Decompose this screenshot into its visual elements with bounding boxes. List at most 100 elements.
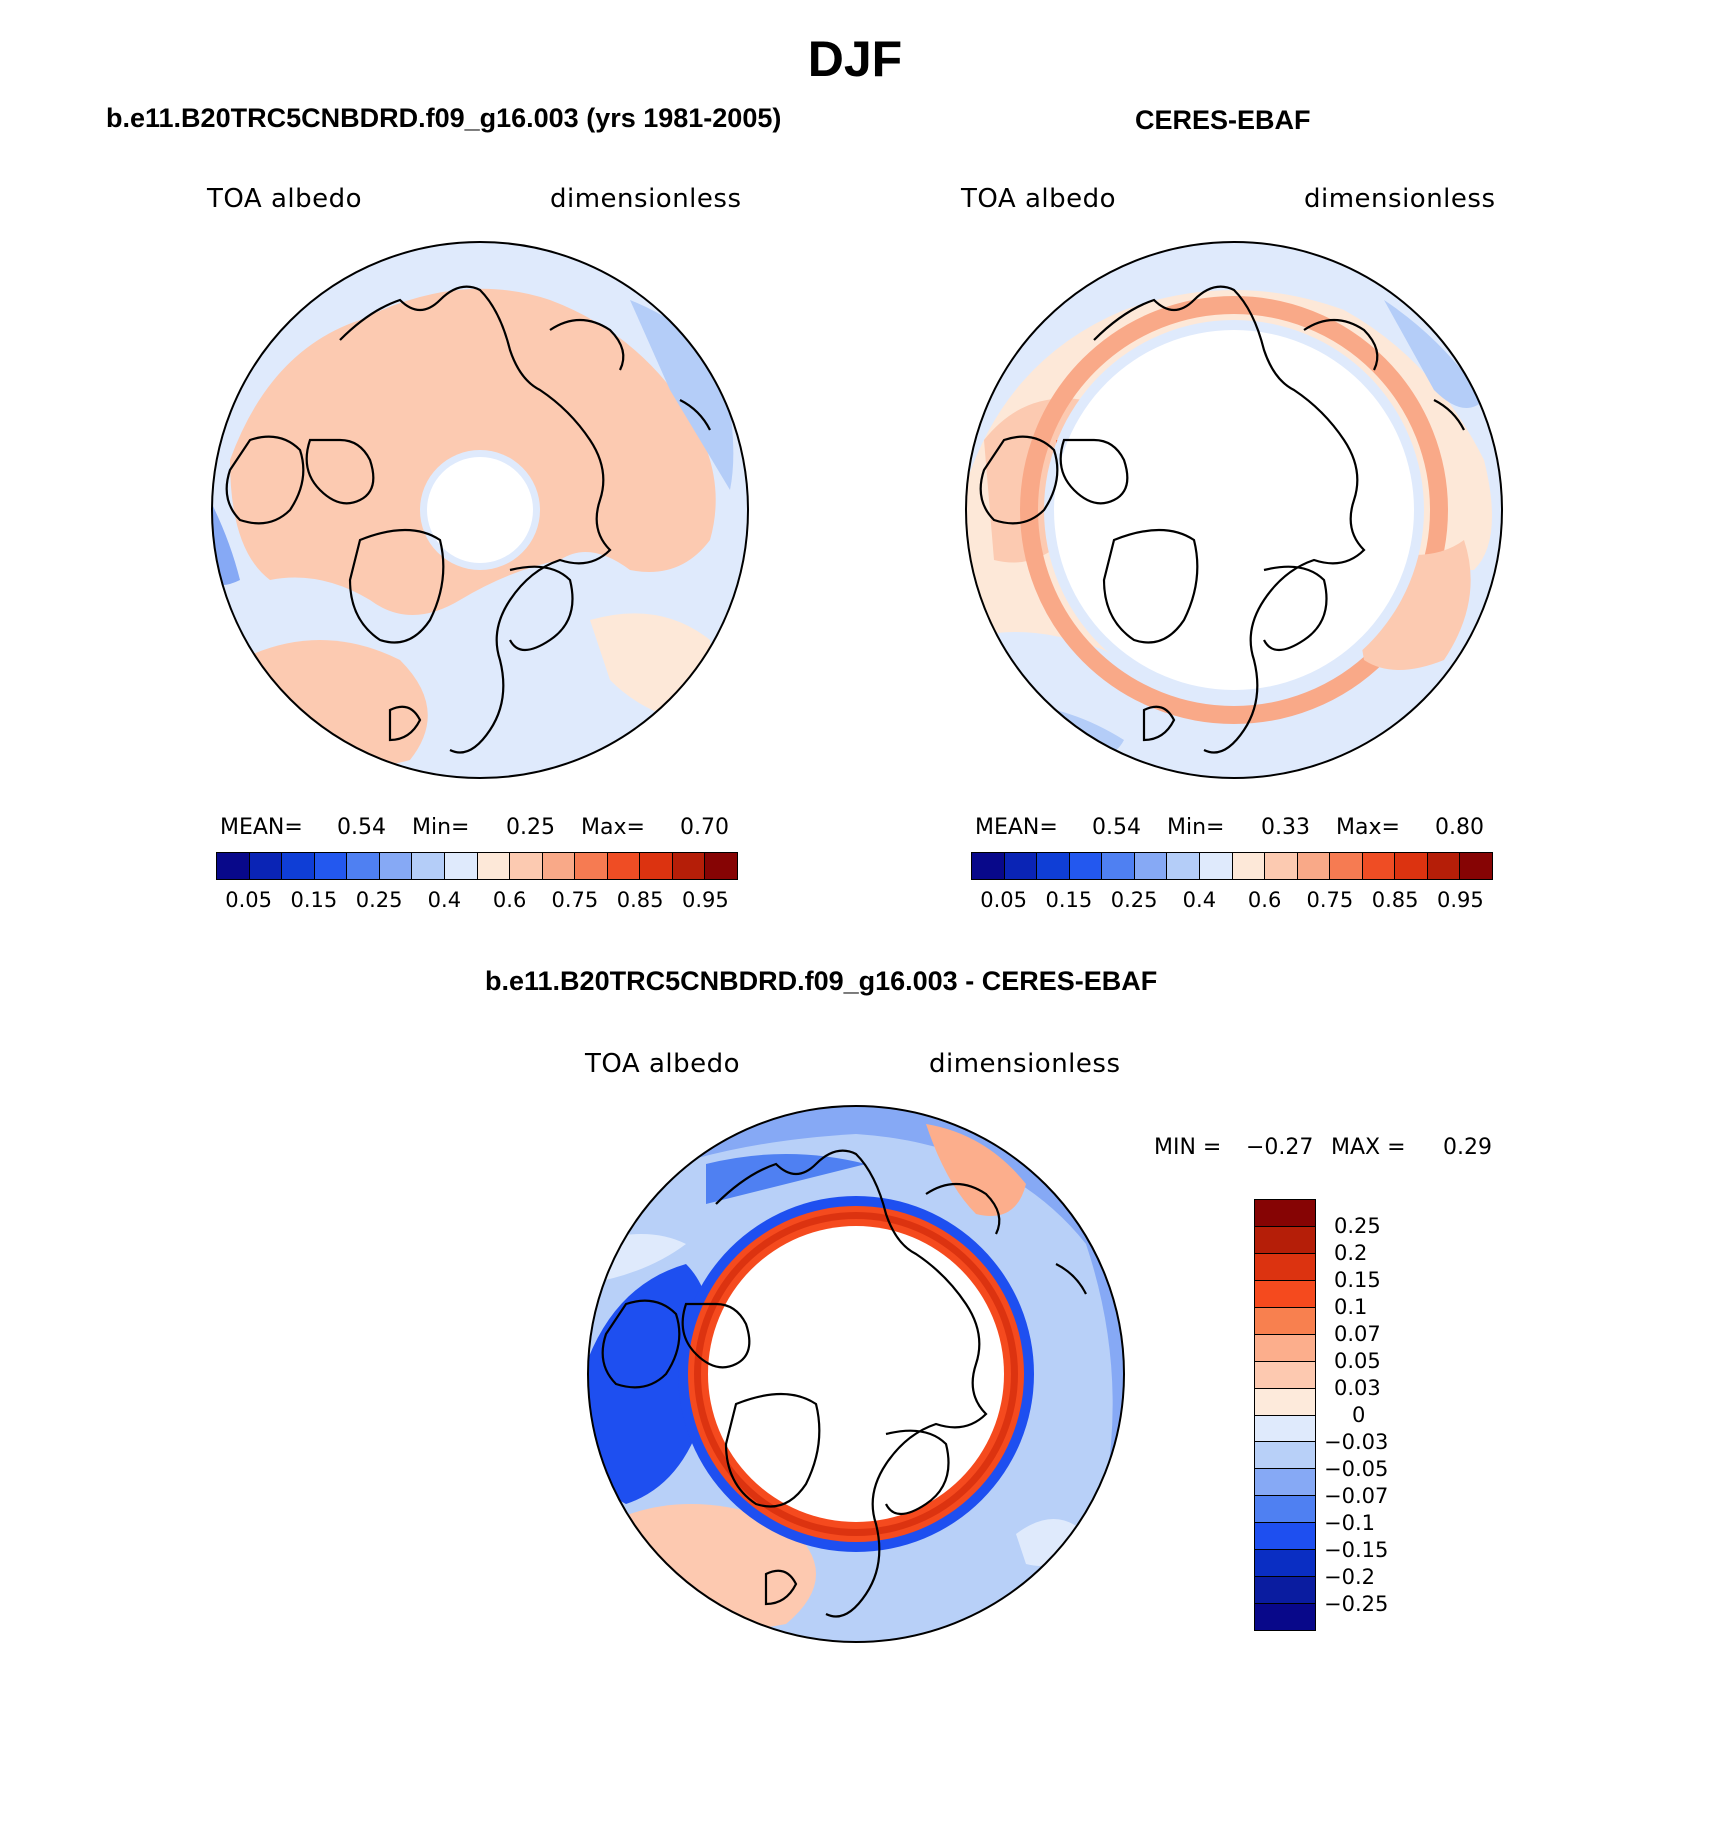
model-min-value: 0.25 xyxy=(506,815,555,840)
obs-panel-title: CERES-EBAF xyxy=(1135,105,1311,135)
diff-colorbar-tick-label: 0.03 xyxy=(1334,1376,1381,1400)
model-mean-label: MEAN= xyxy=(220,815,303,840)
model-colorbar-box xyxy=(412,853,445,879)
diff-colorbar-box xyxy=(1255,1523,1315,1551)
obs-max-value: 0.80 xyxy=(1435,815,1484,840)
diff-colorbar-tick-label: 0 xyxy=(1352,1403,1366,1427)
diff-colorbar-tick-label: −0.1 xyxy=(1324,1511,1375,1535)
obs-colorbar-tick-label: 0.85 xyxy=(1371,888,1419,912)
diff-colorbar-box xyxy=(1255,1469,1315,1497)
diff-colorbar-box xyxy=(1255,1200,1315,1227)
model-colorbar-ticks: 0.05 0.15 0.25 0.4 0.6 0.75 0.85 0.95 xyxy=(216,888,738,914)
obs-colorbar-box xyxy=(1395,853,1428,879)
obs-polar-map xyxy=(965,241,1503,779)
diff-colorbar-tick-label: 0.05 xyxy=(1334,1349,1381,1373)
obs-colorbar-box xyxy=(1232,853,1266,879)
model-max-label: Max= xyxy=(581,815,645,840)
model-min-label: Min= xyxy=(412,815,470,840)
diff-colorbar-box xyxy=(1255,1604,1315,1630)
diff-colorbar-box xyxy=(1255,1253,1315,1281)
model-max-value: 0.70 xyxy=(680,815,729,840)
obs-colorbar-box xyxy=(1069,853,1103,879)
model-colorbar-box xyxy=(510,853,543,879)
model-colorbar xyxy=(216,852,738,880)
obs-colorbar-box xyxy=(1362,853,1396,879)
obs-colorbar-box xyxy=(1134,853,1168,879)
diff-max-label: MAX = xyxy=(1331,1135,1406,1160)
obs-colorbar-tick-label: 0.25 xyxy=(1110,888,1158,912)
obs-mean-label: MEAN= xyxy=(975,815,1058,840)
obs-colorbar-tick-label: 0.95 xyxy=(1436,888,1484,912)
obs-colorbar-box xyxy=(1297,853,1331,879)
diff-colorbar-box xyxy=(1255,1226,1315,1254)
diff-colorbar-tick-label: −0.07 xyxy=(1324,1484,1389,1508)
model-colorbar-box xyxy=(542,853,576,879)
diff-colorbar xyxy=(1254,1199,1316,1631)
obs-colorbar-box xyxy=(1004,853,1038,879)
diff-colorbar-box xyxy=(1255,1415,1315,1443)
model-colorbar-tick-label: 0.25 xyxy=(355,888,403,912)
model-units-label: dimensionless xyxy=(550,184,742,214)
obs-variable-label: TOA albedo xyxy=(961,184,1117,214)
diff-colorbar-box xyxy=(1255,1388,1315,1416)
diff-colorbar-box xyxy=(1255,1307,1315,1335)
diff-max-value: 0.29 xyxy=(1443,1135,1492,1160)
model-colorbar-box xyxy=(705,853,737,879)
diff-min-label: MIN = xyxy=(1154,1135,1222,1160)
diff-colorbar-tick-label: 0.1 xyxy=(1334,1295,1368,1319)
model-colorbar-box xyxy=(379,853,413,879)
diff-colorbar-tick-label: −0.2 xyxy=(1324,1565,1375,1589)
obs-colorbar-tick-label: 0.4 xyxy=(1182,888,1217,912)
diff-min-value: −0.27 xyxy=(1246,1135,1314,1160)
model-mean-value: 0.54 xyxy=(337,815,386,840)
diff-colorbar-box xyxy=(1255,1334,1315,1362)
diff-colorbar-box xyxy=(1255,1442,1315,1470)
model-colorbar-box xyxy=(217,853,250,879)
diff-colorbar-tick-label: −0.15 xyxy=(1324,1538,1389,1562)
obs-colorbar-box xyxy=(972,853,1005,879)
obs-mean-value: 0.54 xyxy=(1092,815,1141,840)
diff-colorbar-box xyxy=(1255,1577,1315,1605)
obs-colorbar-box xyxy=(1102,853,1135,879)
model-colorbar-box xyxy=(575,853,608,879)
model-colorbar-box xyxy=(314,853,348,879)
obs-min-value: 0.33 xyxy=(1261,815,1310,840)
obs-colorbar-tick-label: 0.05 xyxy=(980,888,1028,912)
diff-colorbar-box xyxy=(1255,1550,1315,1578)
diff-panel-title: b.e11.B20TRC5CNBDRD.f09_g16.003 - CERES-… xyxy=(485,966,1158,996)
diff-variable-label: TOA albedo xyxy=(585,1049,741,1079)
obs-colorbar xyxy=(971,852,1493,880)
model-colorbar-box xyxy=(347,853,380,879)
diff-colorbar-box xyxy=(1255,1280,1315,1308)
obs-colorbar-box xyxy=(1167,853,1200,879)
figure-title: DJF xyxy=(807,31,903,87)
diff-colorbar-tick-label: 0.15 xyxy=(1334,1268,1381,1292)
obs-colorbar-tick-label: 0.75 xyxy=(1306,888,1354,912)
obs-colorbar-box xyxy=(1199,853,1233,879)
diff-colorbar-tick-label: −0.03 xyxy=(1324,1430,1389,1454)
diff-polar-map xyxy=(587,1105,1125,1643)
obs-colorbar-box xyxy=(1330,853,1363,879)
model-colorbar-tick-label: 0.4 xyxy=(427,888,462,912)
model-colorbar-box xyxy=(607,853,641,879)
model-colorbar-box xyxy=(477,853,511,879)
obs-colorbar-tick-label: 0.6 xyxy=(1247,888,1282,912)
diff-colorbar-ticks: 0.25 0.2 0.15 0.1 0.07 0.05 0.03 0 −0.03 −0.05 −0.… xyxy=(1324,1199,1444,1631)
obs-colorbar-box xyxy=(1037,853,1070,879)
diff-colorbar-tick-label: 0.25 xyxy=(1334,1214,1381,1238)
obs-max-label: Max= xyxy=(1336,815,1400,840)
obs-colorbar-box xyxy=(1265,853,1298,879)
obs-colorbar-tick-label: 0.15 xyxy=(1045,888,1093,912)
diff-colorbar-box xyxy=(1255,1361,1315,1389)
obs-colorbar-box xyxy=(1427,853,1461,879)
obs-colorbar-ticks: 0.05 0.15 0.25 0.4 0.6 0.75 0.85 0.95 xyxy=(971,888,1493,914)
model-colorbar-tick-label: 0.95 xyxy=(681,888,729,912)
model-colorbar-tick-label: 0.75 xyxy=(551,888,599,912)
diff-units-label: dimensionless xyxy=(929,1049,1121,1079)
model-colorbar-tick-label: 0.85 xyxy=(616,888,664,912)
obs-colorbar-box xyxy=(1460,853,1492,879)
model-colorbar-box xyxy=(444,853,478,879)
model-panel-title: b.e11.B20TRC5CNBDRD.f09_g16.003 (yrs 198… xyxy=(106,103,782,133)
model-colorbar-tick-label: 0.05 xyxy=(225,888,273,912)
diff-colorbar-tick-label: −0.05 xyxy=(1324,1457,1389,1481)
